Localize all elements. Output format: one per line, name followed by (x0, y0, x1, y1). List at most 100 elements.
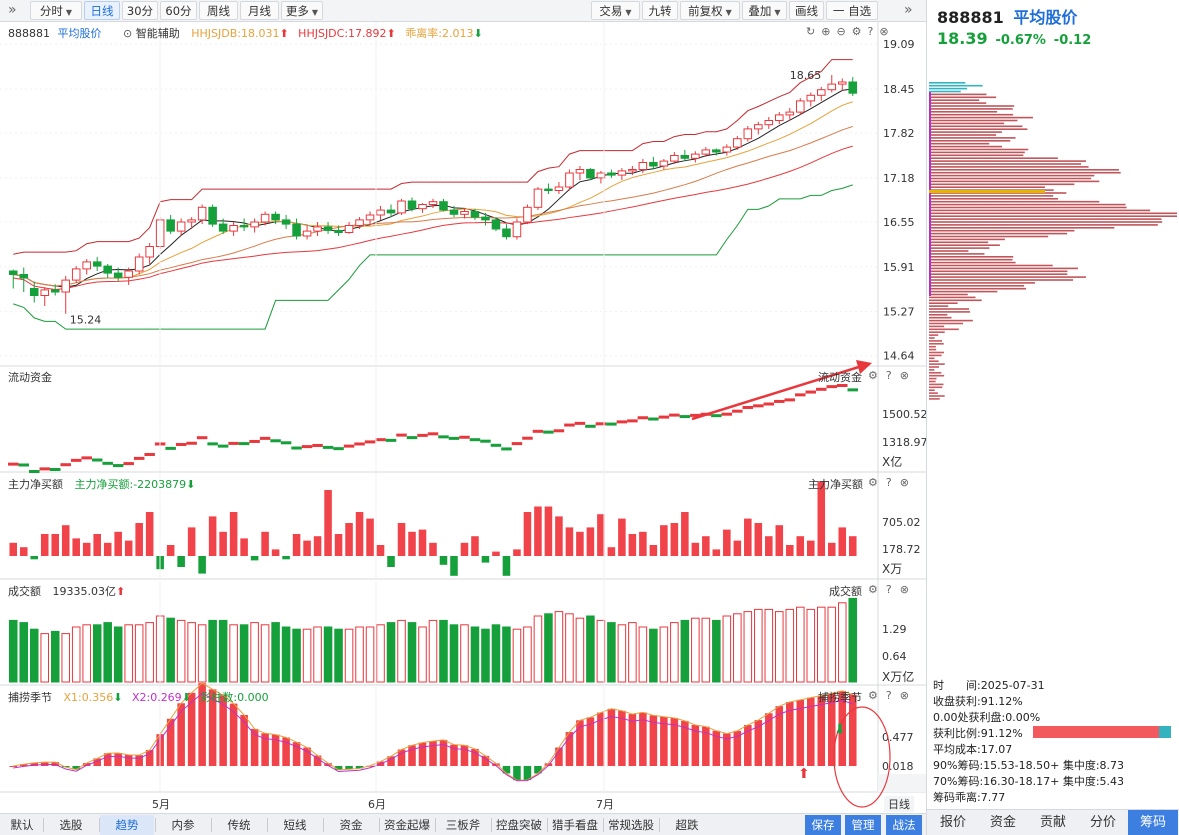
help-icon[interactable]: ? (885, 369, 900, 382)
kline-chart[interactable]: 19.09 18.45 17.82 17.18 16.55 15.91 15.27 14.64… (0, 22, 926, 813)
tool-button-0[interactable]: 交易 ▼ (591, 1, 640, 20)
fund-segment (112, 464, 124, 468)
season-bar (61, 766, 70, 768)
price-tick-label: 17.82 (883, 127, 915, 140)
season-bar (576, 720, 584, 766)
bottom-tab-10[interactable]: 猎手看盘 (552, 818, 598, 832)
net-buy-bar (229, 512, 238, 556)
chip-row (929, 218, 1162, 220)
bottom-tab-4[interactable]: 传统 (227, 818, 251, 832)
bottom-action-1[interactable]: 管理 (845, 815, 881, 835)
volume-tools[interactable]: ⚙?⊗ (868, 583, 917, 596)
bottom-tab-3[interactable]: 内参 (171, 818, 195, 832)
bottom-action-0[interactable]: 保存 (805, 815, 841, 835)
chip-row (929, 392, 938, 394)
caret-down-icon: ▼ (311, 8, 319, 17)
period-button-1[interactable]: 日线 (84, 1, 120, 20)
volume-bar (544, 613, 553, 683)
settings-icon[interactable]: ⚙ (868, 689, 886, 702)
right-tab-2[interactable]: 贡献 (1039, 815, 1066, 830)
caret-down-icon: ▼ (725, 8, 732, 17)
help-icon[interactable]: ? (867, 25, 880, 38)
assist-icon[interactable]: ⊙ (123, 27, 133, 40)
volume-title: 成交额 19335.03亿⬆ (8, 583, 125, 599)
candle-body (418, 204, 427, 210)
period-button-0[interactable]: 分时 ▼ (30, 1, 82, 20)
close-icon[interactable]: ⊗ (899, 689, 917, 702)
tool-button-4[interactable]: 画线 (789, 1, 824, 20)
season-bar (124, 754, 133, 766)
period-button-3[interactable]: 60分 (160, 1, 197, 20)
fund-unit: X亿 (882, 455, 903, 469)
bottom-tab-11[interactable]: 常规选股 (608, 818, 654, 832)
bottom-tab-8[interactable]: 三板斧 (445, 818, 481, 832)
expand-right-icon[interactable]: » (904, 2, 913, 18)
tool-button-2[interactable]: 前复权 ▼ (680, 1, 740, 20)
period-box (878, 774, 926, 792)
assist-label[interactable]: 智能辅助 (135, 27, 180, 40)
bottom-tab-12[interactable]: 超跌 (675, 818, 699, 832)
season-bar (355, 766, 364, 769)
period-button-6[interactable]: 更多 ▼ (281, 1, 323, 20)
bottom-action-2[interactable]: 战法 (886, 815, 922, 835)
period-button-5[interactable]: 月线 (240, 1, 279, 20)
refresh-icon[interactable]: ↻ (806, 25, 822, 38)
period-button-2[interactable]: 30分 (122, 1, 158, 20)
season-tools[interactable]: ⚙?⊗ (868, 689, 917, 702)
bottom-tab-9[interactable]: 控盘突破 (496, 818, 542, 832)
bottom-tab-0[interactable]: 默认 (10, 818, 34, 832)
close-icon[interactable]: ⊗ (899, 476, 917, 489)
bottom-tab-2[interactable]: 趋势 (100, 815, 154, 835)
season-bar (240, 714, 248, 766)
fund-segment (805, 390, 817, 394)
tool-button-3[interactable]: 叠加 ▼ (742, 1, 787, 20)
candle-body (61, 279, 70, 293)
period-button-4[interactable]: 周线 (199, 1, 238, 20)
season-bar (544, 763, 553, 766)
chart-canvas[interactable]: 19.09 18.45 17.82 17.18 16.55 15.91 15.27 14.64… (0, 22, 926, 813)
right-tab-3[interactable]: 分价 (1089, 815, 1116, 830)
right-tab-0[interactable]: 报价 (939, 815, 966, 830)
collapse-left-icon[interactable]: » (8, 2, 17, 18)
fund-panel-tools[interactable]: ⚙?⊗ (868, 369, 917, 382)
candle-body (785, 111, 795, 116)
fund-segment (228, 441, 239, 445)
zoom-out-icon[interactable]: ⊖ (836, 25, 852, 38)
help-icon[interactable]: ? (885, 476, 900, 489)
bottom-tab-6[interactable]: 资金 (339, 818, 363, 832)
main-panel-tools[interactable]: ↻⊕⊖⚙?⊗ (806, 25, 895, 38)
bottom-tab-1[interactable]: 选股 (59, 818, 83, 832)
close-icon[interactable]: ⊗ (899, 369, 917, 382)
volume-bar (302, 628, 312, 683)
month-label: 5月 (152, 798, 170, 811)
chip-ratio-bar (1033, 726, 1171, 738)
volume-tick-label: 0.64 (882, 650, 907, 663)
chip-row (929, 363, 945, 365)
help-icon[interactable]: ? (885, 689, 900, 702)
right-tab-1[interactable]: 资金 (989, 815, 1016, 830)
bottom-tab-5[interactable]: 短线 (283, 818, 307, 832)
settings-icon[interactable]: ⚙ (868, 476, 886, 489)
settings-icon[interactable]: ⚙ (868, 583, 886, 596)
upper-band-line (13, 59, 853, 255)
season-bar (439, 739, 448, 766)
main-net-tools[interactable]: ⚙?⊗ (868, 476, 917, 489)
season-bar (198, 683, 206, 766)
right-tab-4[interactable]: 筹码 (1128, 810, 1178, 835)
close-icon[interactable]: ⊗ (879, 25, 895, 38)
season-bar (775, 706, 784, 766)
chip-row (929, 131, 1002, 133)
volume-bar (796, 606, 805, 683)
tool-button-5[interactable]: 一 自选 (826, 1, 878, 20)
quote-change-pct: -0.67% (995, 33, 1046, 48)
help-icon[interactable]: ? (885, 583, 900, 596)
fund-segment (144, 452, 155, 456)
zoom-in-icon[interactable]: ⊕ (821, 25, 837, 38)
bottom-tab-7[interactable]: 资金起爆 (384, 818, 430, 832)
chip-row (929, 186, 1045, 188)
tool-button-1[interactable]: 九转 (642, 1, 678, 20)
settings-icon[interactable]: ⚙ (868, 369, 886, 382)
close-icon[interactable]: ⊗ (899, 583, 917, 596)
settings-icon[interactable]: ⚙ (851, 25, 868, 38)
chip-row (929, 380, 936, 383)
